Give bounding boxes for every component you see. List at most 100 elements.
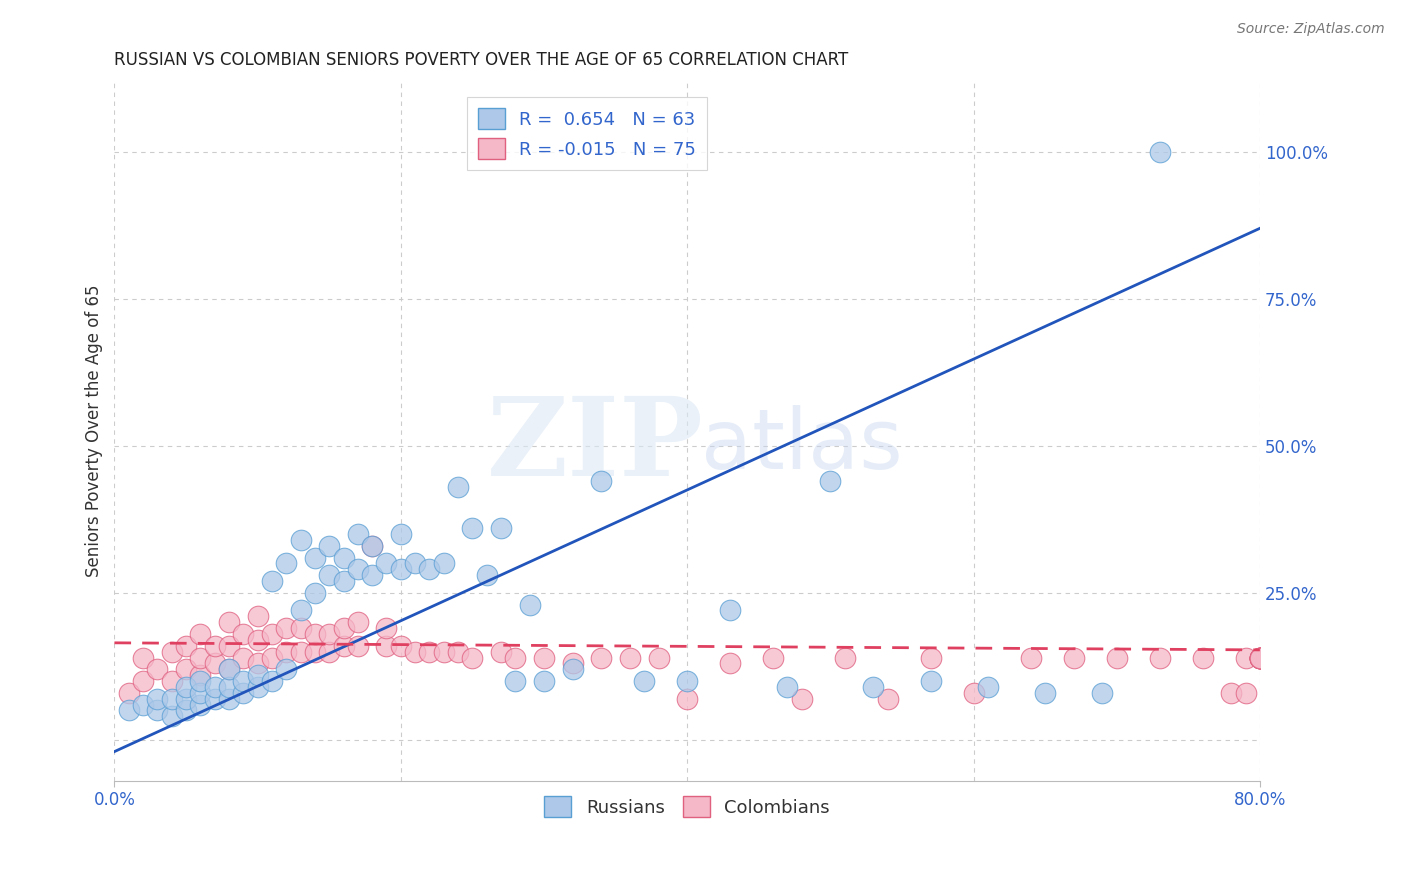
Point — [361, 568, 384, 582]
Point — [1033, 686, 1056, 700]
Point — [332, 621, 354, 635]
Point — [1249, 650, 1271, 665]
Point — [132, 698, 155, 712]
Point — [375, 621, 398, 635]
Point — [232, 627, 254, 641]
Point — [676, 674, 699, 689]
Point — [346, 639, 368, 653]
Point — [188, 674, 211, 689]
Point — [461, 521, 484, 535]
Point — [375, 639, 398, 653]
Point — [790, 691, 813, 706]
Point — [461, 650, 484, 665]
Point — [1234, 686, 1257, 700]
Point — [232, 650, 254, 665]
Point — [132, 674, 155, 689]
Point — [232, 686, 254, 700]
Text: ZIP: ZIP — [486, 392, 704, 499]
Point — [218, 662, 240, 676]
Point — [389, 639, 412, 653]
Point — [489, 521, 512, 535]
Point — [160, 645, 183, 659]
Point — [1249, 650, 1271, 665]
Point — [246, 668, 269, 682]
Point — [188, 627, 211, 641]
Legend: Russians, Colombians: Russians, Colombians — [537, 789, 837, 824]
Point — [246, 680, 269, 694]
Point — [218, 615, 240, 630]
Point — [375, 557, 398, 571]
Point — [1249, 650, 1271, 665]
Point — [174, 680, 197, 694]
Point — [1249, 650, 1271, 665]
Point — [762, 650, 785, 665]
Point — [447, 645, 470, 659]
Point — [218, 680, 240, 694]
Point — [647, 650, 669, 665]
Text: atlas: atlas — [700, 405, 903, 485]
Point — [533, 650, 555, 665]
Point — [146, 703, 169, 717]
Point — [1191, 650, 1213, 665]
Point — [304, 550, 326, 565]
Point — [204, 691, 226, 706]
Point — [160, 674, 183, 689]
Point — [361, 539, 384, 553]
Point — [876, 691, 898, 706]
Point — [1149, 650, 1171, 665]
Point — [232, 674, 254, 689]
Point — [188, 686, 211, 700]
Point — [246, 609, 269, 624]
Point — [1234, 650, 1257, 665]
Point — [146, 662, 169, 676]
Point — [1249, 650, 1271, 665]
Y-axis label: Seniors Poverty Over the Age of 65: Seniors Poverty Over the Age of 65 — [86, 285, 103, 577]
Point — [290, 533, 312, 547]
Point — [276, 662, 298, 676]
Point — [346, 527, 368, 541]
Point — [489, 645, 512, 659]
Point — [160, 709, 183, 723]
Point — [1249, 650, 1271, 665]
Point — [505, 674, 527, 689]
Point — [318, 645, 340, 659]
Point — [246, 657, 269, 671]
Point — [218, 691, 240, 706]
Point — [188, 668, 211, 682]
Point — [1249, 650, 1271, 665]
Point — [246, 632, 269, 647]
Point — [447, 480, 470, 494]
Point — [676, 691, 699, 706]
Point — [346, 615, 368, 630]
Point — [276, 621, 298, 635]
Point — [862, 680, 884, 694]
Point — [318, 539, 340, 553]
Point — [361, 539, 384, 553]
Point — [718, 603, 741, 617]
Point — [204, 639, 226, 653]
Point — [404, 645, 426, 659]
Point — [389, 527, 412, 541]
Point — [346, 562, 368, 576]
Point — [188, 650, 211, 665]
Point — [332, 639, 354, 653]
Text: RUSSIAN VS COLOMBIAN SENIORS POVERTY OVER THE AGE OF 65 CORRELATION CHART: RUSSIAN VS COLOMBIAN SENIORS POVERTY OVE… — [114, 51, 849, 69]
Point — [418, 562, 440, 576]
Point — [389, 562, 412, 576]
Point — [633, 674, 655, 689]
Point — [290, 603, 312, 617]
Point — [1220, 686, 1243, 700]
Point — [533, 674, 555, 689]
Point — [318, 568, 340, 582]
Point — [1249, 650, 1271, 665]
Point — [290, 645, 312, 659]
Point — [776, 680, 799, 694]
Point — [304, 627, 326, 641]
Point — [276, 645, 298, 659]
Point — [591, 650, 613, 665]
Point — [1105, 650, 1128, 665]
Point — [433, 557, 456, 571]
Point — [174, 703, 197, 717]
Point — [118, 686, 141, 700]
Point — [834, 650, 856, 665]
